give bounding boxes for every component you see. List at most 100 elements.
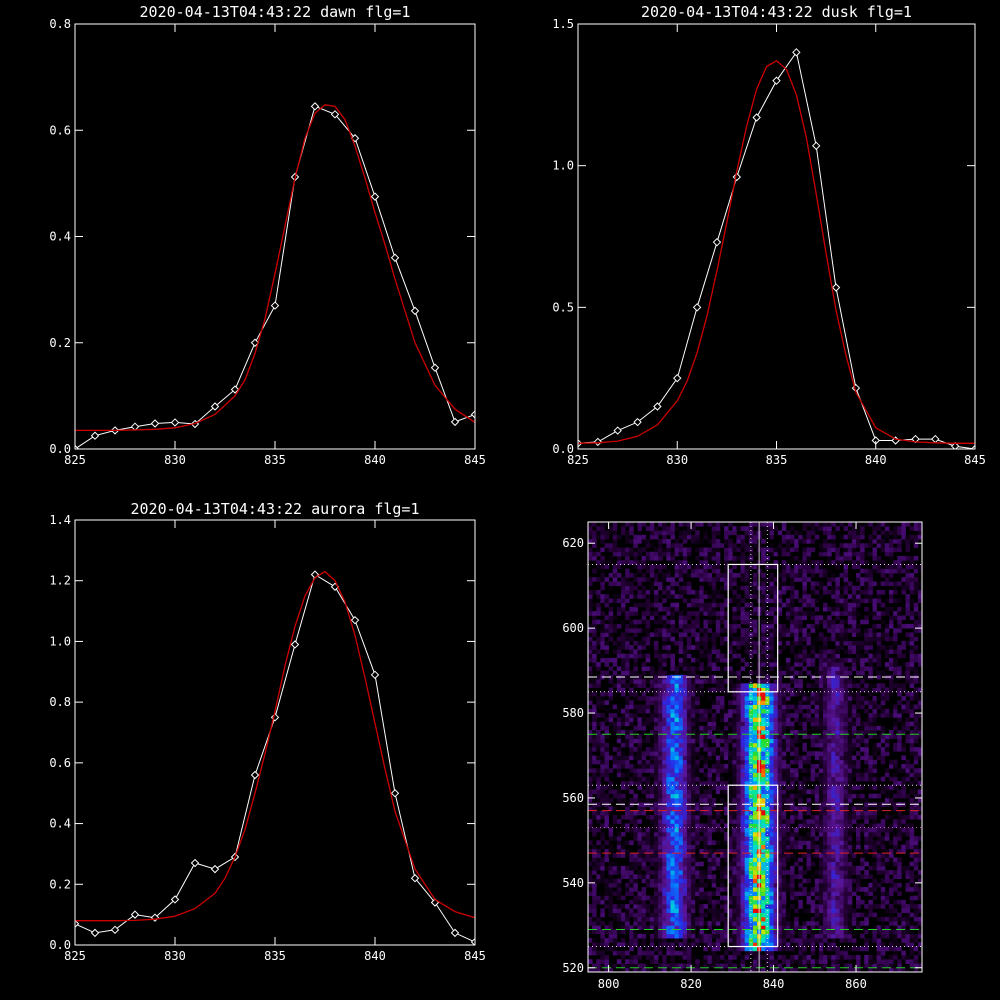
heatmap-pixel [851, 827, 857, 833]
heatmap-pixel [612, 691, 618, 697]
heatmap-pixel [773, 967, 779, 972]
heatmap-pixel [715, 916, 721, 922]
heatmap-pixel [649, 780, 655, 786]
heatmap-pixel [608, 938, 614, 943]
dusk-data-point [792, 48, 801, 57]
heatmap-pixel [893, 806, 898, 812]
heatmap-pixel [748, 797, 754, 803]
heatmap-pixel [649, 721, 655, 727]
heatmap-pixel [703, 789, 708, 795]
heatmap-pixel [913, 789, 919, 795]
heatmap-pixel [658, 717, 663, 722]
heatmap-pixel [682, 721, 688, 727]
heatmap-pixel [872, 657, 878, 663]
heatmap-pixel [794, 679, 799, 684]
heatmap-pixel [728, 683, 733, 688]
heatmap-pixel [653, 696, 659, 701]
heatmap-pixel [781, 870, 787, 875]
heatmap-pixel [860, 662, 865, 667]
heatmap-pixel [897, 700, 902, 705]
heatmap-pixel [843, 933, 849, 939]
heatmap-pixel [773, 929, 779, 935]
heatmap-pixel [691, 793, 696, 799]
heatmap-pixel [814, 895, 820, 901]
heatmap-pixel [864, 696, 869, 701]
heatmap-pixel [686, 899, 692, 905]
heatmap-pixel [777, 840, 783, 846]
heatmap-pixel [695, 730, 700, 735]
heatmap-pixel [711, 819, 717, 824]
heatmap-pixel [802, 691, 807, 697]
heatmap-pixel [839, 933, 845, 939]
heatmap-pixel [653, 827, 659, 833]
heatmap-pixel [653, 649, 659, 655]
heatmap-pixel [806, 759, 812, 765]
heatmap-pixel [798, 870, 803, 875]
heatmap-pixel [856, 806, 861, 812]
heatmap-pixel [798, 955, 803, 960]
heatmap-pixel [637, 921, 642, 926]
heatmap-pixel [781, 853, 787, 858]
heatmap-pixel [740, 683, 746, 688]
heatmap-pixel [827, 955, 832, 960]
heatmap-pixel [814, 853, 820, 858]
heatmap-pixel [711, 768, 717, 773]
heatmap-pixel [715, 653, 721, 659]
heatmap-pixel [612, 861, 618, 867]
heatmap-pixel [645, 708, 651, 714]
heatmap-pixel [666, 916, 671, 922]
heatmap-pixel [773, 755, 779, 761]
heatmap-pixel [658, 704, 663, 710]
heatmap-pixel [781, 933, 787, 939]
heatmap-pixel [691, 797, 696, 803]
heatmap-pixel [810, 653, 816, 659]
heatmap-pixel [889, 789, 894, 795]
heatmap-pixel [670, 776, 675, 782]
heatmap-pixel [806, 861, 812, 867]
heatmap-pixel [831, 908, 836, 913]
heatmap-pixel [769, 853, 774, 858]
heatmap-pixel [802, 921, 807, 926]
heatmap-pixel [752, 763, 758, 769]
heatmap-pixel [806, 938, 812, 943]
heatmap-pixel [641, 725, 647, 731]
heatmap-pixel [917, 929, 922, 935]
heatmap-pixel [794, 793, 799, 799]
heatmap-pixel [893, 759, 898, 765]
heatmap-pixel [893, 780, 898, 786]
heatmap-pixel [728, 921, 733, 926]
heatmap-pixel [798, 700, 803, 705]
heatmap-pixel [682, 768, 688, 773]
heatmap-pixel [827, 836, 832, 841]
heatmap-pixel [658, 882, 663, 888]
heatmap-pixel [872, 780, 878, 786]
heatmap-pixel [909, 904, 915, 909]
heatmap-pixel [827, 908, 832, 913]
heatmap-pixel [827, 662, 832, 667]
heatmap-pixel [612, 836, 618, 841]
heatmap-pixel [711, 713, 717, 718]
heatmap-pixel [790, 666, 795, 671]
heatmap-pixel [732, 793, 737, 799]
heatmap-pixel [728, 878, 733, 884]
heatmap-pixel [600, 793, 605, 799]
dusk-data-point [950, 441, 960, 449]
heatmap-pixel [740, 848, 746, 854]
heatmap-pixel [699, 929, 704, 935]
heatmap-pixel [608, 827, 614, 833]
heatmap-pixel [802, 768, 807, 773]
heatmap-pixel [909, 713, 915, 718]
heatmap-pixel [653, 679, 659, 684]
heatmap-pixel [831, 708, 836, 714]
heatmap-pixel [596, 819, 601, 824]
heatmap-pixel [798, 963, 803, 969]
heatmap-pixel [645, 721, 651, 727]
heatmap-pixel [633, 887, 638, 892]
heatmap-pixel [876, 734, 882, 739]
heatmap-pixel [781, 895, 787, 901]
heatmap-pixel [682, 687, 688, 693]
heatmap-pixel [856, 717, 861, 722]
heatmap-pixel [625, 848, 630, 854]
heatmap-pixel [616, 878, 622, 884]
heatmap-pixel [761, 700, 766, 705]
